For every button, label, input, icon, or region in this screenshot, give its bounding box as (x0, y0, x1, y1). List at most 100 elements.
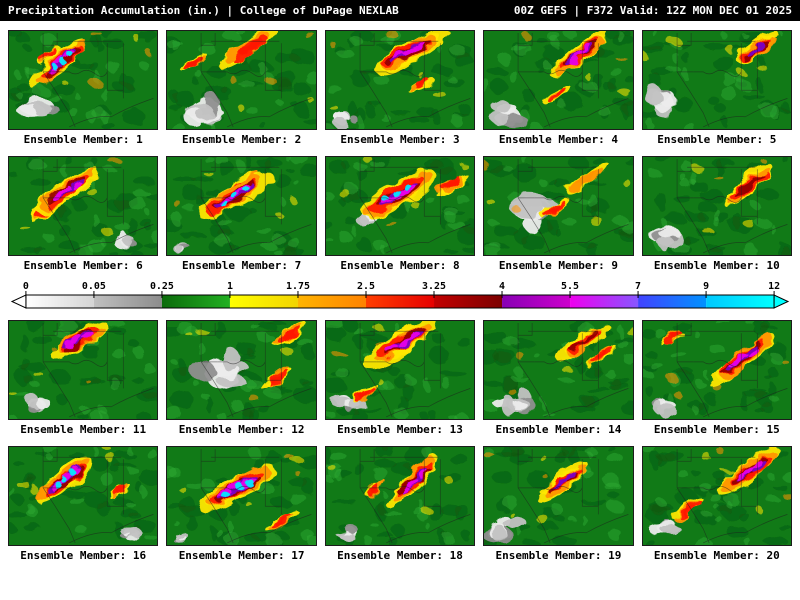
precip-map (166, 30, 317, 130)
ensemble-row-4: Ensemble Member: 16 Ensemble Member: 17 … (8, 446, 793, 563)
ensemble-map-cell-18: Ensemble Member: 18 (324, 446, 476, 563)
state-borders (359, 159, 471, 254)
colorbar-segments (25, 295, 775, 308)
state-borders (676, 323, 788, 418)
ensemble-map-cell-10: Ensemble Member: 10 (641, 156, 793, 273)
state-borders (359, 449, 471, 544)
precip-field (325, 31, 473, 129)
ensemble-row-2: Ensemble Member: 6 Ensemble Member: 7 En… (8, 156, 793, 273)
product-title: Precipitation Accumulation (in.) | Colle… (8, 4, 399, 17)
precip-field (167, 321, 316, 419)
state-borders (517, 33, 629, 128)
precip-field (484, 321, 633, 418)
ensemble-member-label: Ensemble Member: 16 (20, 549, 147, 562)
ensemble-map-cell-16: Ensemble Member: 16 (8, 446, 159, 563)
ensemble-map-cell-3: Ensemble Member: 3 (324, 30, 476, 147)
svg-text:7: 7 (635, 281, 641, 292)
precip-map (166, 320, 317, 420)
svg-text:0.05: 0.05 (82, 281, 106, 292)
precip-field (9, 31, 158, 129)
precip-map (324, 446, 476, 546)
precip-field (325, 447, 471, 545)
precip-map (483, 320, 634, 420)
ensemble-member-label: Ensemble Member: 20 (653, 549, 780, 562)
ensemble-member-label: Ensemble Member: 9 (498, 259, 619, 272)
ensemble-member-label: Ensemble Member: 6 (23, 259, 143, 272)
svg-text:1.75: 1.75 (286, 281, 310, 292)
colorbar-scale: 0 0.05 0.25 1 1.75 2.5 3.25 4 5.5 7 9 12 (10, 281, 790, 309)
ensemble-map-cell-12: Ensemble Member: 12 (166, 320, 317, 437)
ensemble-member-label: Ensemble Member: 15 (653, 423, 780, 436)
precip-map (641, 320, 793, 420)
colorbar-right-arrow (773, 294, 790, 309)
svg-text:2.5: 2.5 (357, 281, 375, 292)
precip-field (484, 157, 633, 255)
ensemble-member-label: Ensemble Member: 14 (495, 423, 622, 436)
svg-text:4: 4 (499, 281, 505, 292)
precip-map (483, 30, 634, 130)
ensemble-member-label: Ensemble Member: 8 (340, 259, 460, 272)
ensemble-map-cell-1: Ensemble Member: 1 (8, 30, 159, 147)
ensemble-member-label: Ensemble Member: 5 (657, 133, 777, 146)
ensemble-map-cell-17: Ensemble Member: 17 (166, 446, 317, 563)
state-borders (42, 159, 154, 254)
ensemble-member-label: Ensemble Member: 4 (498, 133, 619, 146)
gefs-ensemble-precip-product: Precipitation Accumulation (in.) | Colle… (0, 0, 800, 563)
ensemble-row-1: Ensemble Member: 1 Ensemble Member: 2 En… (8, 30, 793, 147)
state-borders (42, 323, 154, 418)
precip-field (325, 157, 475, 255)
precip-map (8, 156, 159, 256)
svg-text:0: 0 (23, 281, 29, 292)
ensemble-member-label: Ensemble Member: 1 (23, 133, 143, 146)
precip-map (166, 446, 317, 546)
ensemble-map-cell-5: Ensemble Member: 5 (641, 30, 793, 147)
precip-map (166, 156, 317, 256)
colorbar-tick-labels: 0 0.05 0.25 1 1.75 2.5 3.25 4 5.5 7 9 12 (23, 281, 780, 298)
svg-text:9: 9 (703, 281, 709, 292)
state-borders (359, 323, 471, 418)
precip-map (641, 30, 793, 130)
precip-field (484, 31, 633, 129)
precip-map (641, 156, 793, 256)
precip-map (8, 446, 159, 546)
svg-text:0.25: 0.25 (150, 281, 174, 292)
colorbar: 0 0.05 0.25 1 1.75 2.5 3.25 4 5.5 7 9 12 (8, 277, 792, 311)
ensemble-map-cell-7: Ensemble Member: 7 (166, 156, 317, 273)
ensemble-map-cell-14: Ensemble Member: 14 (483, 320, 634, 437)
precip-map (8, 30, 159, 130)
colorbar-left-arrow (10, 294, 27, 309)
precip-field (642, 31, 790, 129)
state-borders (676, 33, 788, 128)
state-borders (201, 33, 312, 128)
precip-map (483, 446, 634, 546)
ensemble-map-cell-11: Ensemble Member: 11 (8, 320, 159, 437)
ensemble-member-label: Ensemble Member: 3 (340, 133, 460, 146)
ensemble-member-label: Ensemble Member: 7 (182, 259, 302, 272)
precip-field (9, 157, 158, 255)
state-borders (359, 33, 471, 128)
state-borders (201, 449, 312, 544)
ensemble-member-label: Ensemble Member: 17 (178, 549, 305, 562)
state-borders (517, 159, 629, 254)
ensemble-member-label: Ensemble Member: 13 (337, 423, 463, 436)
state-borders (201, 159, 312, 254)
ensemble-map-cell-8: Ensemble Member: 8 (324, 156, 476, 273)
ensemble-map-cell-9: Ensemble Member: 9 (483, 156, 634, 273)
precip-map (324, 30, 476, 130)
precip-map (483, 156, 634, 256)
state-borders (42, 33, 154, 128)
ensemble-member-label: Ensemble Member: 11 (20, 423, 147, 436)
model-run-valid-time: 00Z GEFS | F372 Valid: 12Z MON DEC 01 20… (513, 4, 792, 17)
state-borders (517, 449, 629, 544)
ensemble-row-3: Ensemble Member: 11 Ensemble Member: 12 … (8, 320, 793, 437)
ensemble-map-cell-19: Ensemble Member: 19 (483, 446, 634, 563)
svg-text:12: 12 (768, 281, 780, 292)
ensemble-member-label: Ensemble Member: 18 (337, 549, 463, 562)
ensemble-member-label: Ensemble Member: 10 (653, 259, 780, 272)
state-borders (676, 449, 788, 544)
precip-field (9, 321, 158, 419)
ensemble-map-cell-15: Ensemble Member: 15 (641, 320, 793, 437)
ensemble-member-label: Ensemble Member: 2 (182, 133, 302, 146)
state-borders (676, 159, 788, 254)
ensemble-map-cell-2: Ensemble Member: 2 (166, 30, 317, 147)
